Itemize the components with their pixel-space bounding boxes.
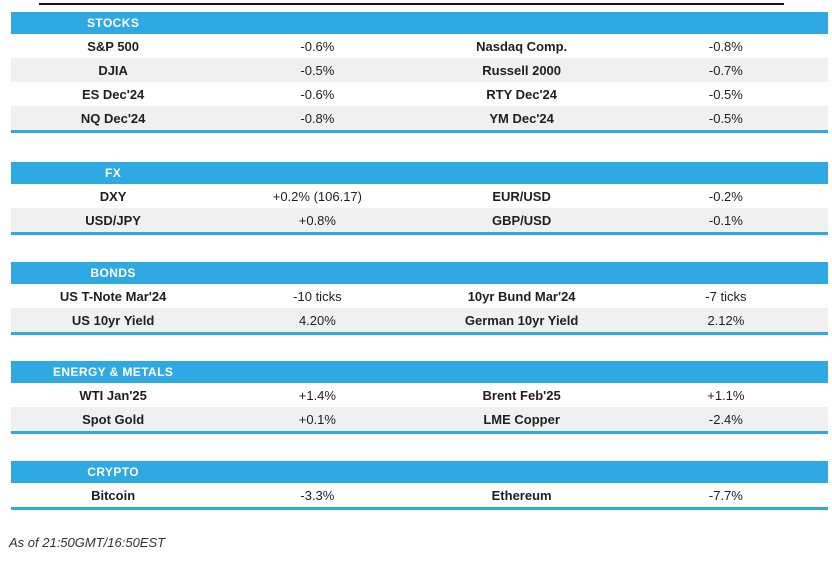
- instrument-change: -0.1%: [708, 212, 743, 228]
- section-rows: DXY +0.2% (106.17) EUR/USD -0.2% USD/JPY…: [11, 184, 828, 232]
- instrument-name: Nasdaq Comp.: [476, 38, 568, 54]
- top-divider-line: [39, 3, 784, 5]
- section-header-bar: ENERGY & METALS: [11, 361, 828, 383]
- instrument-change: -0.5%: [708, 110, 743, 126]
- section-header-bar: STOCKS: [11, 12, 828, 34]
- instrument-name: US T-Note Mar'24: [59, 288, 167, 304]
- section-stocks: STOCKS S&P 500 -0.6% Nasdaq Comp. -0.8% …: [11, 12, 828, 133]
- section-bottom-border: [11, 332, 828, 335]
- section-bottom-border: [11, 130, 828, 133]
- instrument-name: GBP/USD: [492, 212, 552, 228]
- section-header-bar: FX: [11, 162, 828, 184]
- instrument-change: -10 ticks: [293, 288, 342, 304]
- instrument-change: -2.4%: [708, 411, 743, 427]
- instrument-name: 10yr Bund Mar'24: [467, 288, 576, 304]
- instrument-change: +1.4%: [298, 387, 336, 403]
- instrument-name: Ethereum: [491, 487, 552, 503]
- instrument-name: ES Dec'24: [81, 86, 145, 102]
- table-row: USD/JPY +0.8% GBP/USD -0.1%: [11, 208, 828, 232]
- section-rows: US T-Note Mar'24 -10 ticks 10yr Bund Mar…: [11, 284, 828, 332]
- section-title: ENERGY & METALS: [53, 365, 174, 379]
- instrument-name: Brent Feb'25: [482, 387, 561, 403]
- table-row: DXY +0.2% (106.17) EUR/USD -0.2%: [11, 184, 828, 208]
- instrument-change: -7.7%: [708, 487, 743, 503]
- instrument-name: Bitcoin: [91, 487, 136, 503]
- instrument-name: Spot Gold: [82, 411, 145, 427]
- section-energy-metals: ENERGY & METALS WTI Jan'25 +1.4% Brent F…: [11, 361, 828, 434]
- instrument-name: USD/JPY: [85, 212, 141, 228]
- instrument-change: 4.20%: [298, 312, 336, 328]
- instrument-change: +1.1%: [707, 387, 745, 403]
- instrument-name: Russell 2000: [482, 62, 562, 78]
- instrument-name: EUR/USD: [492, 188, 551, 204]
- instrument-change: -3.3%: [300, 487, 335, 503]
- table-row: US T-Note Mar'24 -10 ticks 10yr Bund Mar…: [11, 284, 828, 308]
- instrument-name: RTY Dec'24: [486, 86, 558, 102]
- instrument-change: -0.8%: [300, 110, 335, 126]
- instrument-change: -0.6%: [300, 38, 335, 54]
- table-row: WTI Jan'25 +1.4% Brent Feb'25 +1.1%: [11, 383, 828, 407]
- section-rows: S&P 500 -0.6% Nasdaq Comp. -0.8% DJIA -0…: [11, 34, 828, 130]
- instrument-change: +0.1%: [298, 411, 336, 427]
- instrument-name: US 10yr Yield: [71, 312, 155, 328]
- section-header-bar: CRYPTO: [11, 461, 828, 483]
- instrument-change: +0.2% (106.17): [272, 188, 362, 204]
- section-fx: FX DXY +0.2% (106.17) EUR/USD -0.2% USD/…: [11, 162, 828, 235]
- instrument-change: -0.6%: [300, 86, 335, 102]
- instrument-name: S&P 500: [87, 38, 140, 54]
- section-title: STOCKS: [87, 16, 140, 30]
- instrument-name: NQ Dec'24: [80, 110, 146, 126]
- section-bonds: BONDS US T-Note Mar'24 -10 ticks 10yr Bu…: [11, 262, 828, 335]
- section-title: FX: [105, 166, 122, 180]
- section-rows: WTI Jan'25 +1.4% Brent Feb'25 +1.1% Spot…: [11, 383, 828, 431]
- instrument-change: +0.8%: [298, 212, 336, 228]
- section-rows: Bitcoin -3.3% Ethereum -7.7%: [11, 483, 828, 507]
- section-bottom-border: [11, 507, 828, 510]
- table-row: Bitcoin -3.3% Ethereum -7.7%: [11, 483, 828, 507]
- table-row: DJIA -0.5% Russell 2000 -0.7%: [11, 58, 828, 82]
- instrument-name: German 10yr Yield: [464, 312, 579, 328]
- table-row: US 10yr Yield 4.20% German 10yr Yield 2.…: [11, 308, 828, 332]
- section-header-bar: BONDS: [11, 262, 828, 284]
- instrument-change: -0.8%: [708, 38, 743, 54]
- section-bottom-border: [11, 232, 828, 235]
- instrument-name: WTI Jan'25: [79, 387, 147, 403]
- table-row: Spot Gold +0.1% LME Copper -2.4%: [11, 407, 828, 431]
- instrument-name: DJIA: [98, 62, 128, 78]
- instrument-change: -0.5%: [300, 62, 335, 78]
- section-bottom-border: [11, 431, 828, 434]
- instrument-name: YM Dec'24: [489, 110, 554, 126]
- section-crypto: CRYPTO Bitcoin -3.3% Ethereum -7.7%: [11, 461, 828, 510]
- as-of-timestamp: As of 21:50GMT/16:50EST: [9, 535, 166, 550]
- instrument-name: DXY: [99, 188, 127, 204]
- table-row: NQ Dec'24 -0.8% YM Dec'24 -0.5%: [11, 106, 828, 130]
- instrument-change: -0.7%: [708, 62, 743, 78]
- table-row: ES Dec'24 -0.6% RTY Dec'24 -0.5%: [11, 82, 828, 106]
- instrument-name: LME Copper: [483, 411, 560, 427]
- instrument-change: -0.2%: [708, 188, 743, 204]
- instrument-change: -7 ticks: [705, 288, 747, 304]
- instrument-change: 2.12%: [707, 312, 745, 328]
- section-title: BONDS: [90, 266, 136, 280]
- section-title: CRYPTO: [87, 465, 139, 479]
- instrument-change: -0.5%: [708, 86, 743, 102]
- table-row: S&P 500 -0.6% Nasdaq Comp. -0.8%: [11, 34, 828, 58]
